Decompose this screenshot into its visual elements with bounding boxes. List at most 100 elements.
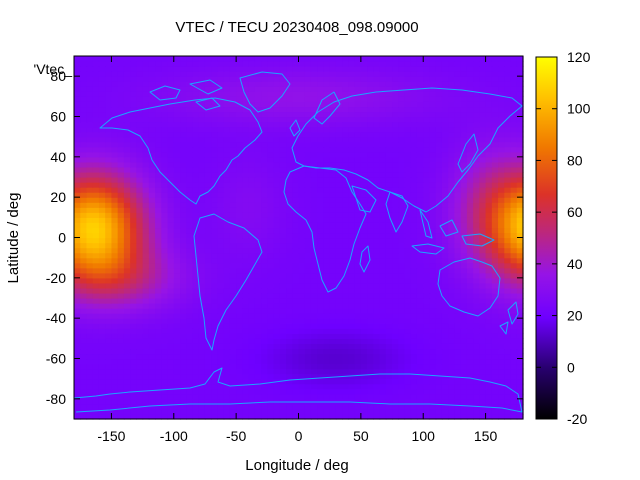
heatmap-cell xyxy=(398,182,406,188)
heatmap-cell xyxy=(498,177,505,183)
heatmap-cell xyxy=(217,308,225,314)
heatmap-cell xyxy=(229,76,237,82)
heatmap-cell xyxy=(130,408,137,415)
heatmap-cell xyxy=(398,277,406,284)
heatmap-cell xyxy=(130,171,137,178)
heatmap-cell xyxy=(273,126,281,133)
heatmap-cell xyxy=(167,187,175,193)
heatmap-cell xyxy=(254,242,262,249)
heatmap-cell xyxy=(186,363,194,370)
heatmap-cell xyxy=(404,131,412,138)
heatmap-cell xyxy=(398,333,406,339)
heatmap-cell xyxy=(429,151,437,158)
heatmap-cell xyxy=(392,156,399,163)
heatmap-cell xyxy=(261,111,268,118)
heatmap-cell xyxy=(204,378,212,385)
heatmap-cell xyxy=(479,292,487,299)
heatmap-cell xyxy=(373,171,381,178)
heatmap-cell xyxy=(335,318,343,324)
heatmap-cell xyxy=(92,348,100,355)
heatmap-cell xyxy=(404,257,412,264)
heatmap-cell xyxy=(435,292,443,299)
heatmap-cell xyxy=(310,388,318,395)
heatmap-cell xyxy=(254,121,262,128)
heatmap-cell xyxy=(273,368,281,375)
heatmap-cell xyxy=(479,408,487,415)
heatmap-cell xyxy=(298,101,306,108)
heatmap-cell xyxy=(180,217,187,223)
heatmap-cell xyxy=(74,303,81,309)
heatmap-cell xyxy=(123,197,131,203)
heatmap-cell xyxy=(416,81,424,87)
heatmap-cell xyxy=(242,333,250,339)
heatmap-cell xyxy=(348,151,356,158)
heatmap-cell xyxy=(80,81,88,87)
heatmap-cell xyxy=(473,408,480,415)
heatmap-cell xyxy=(242,388,250,395)
heatmap-cell xyxy=(404,287,412,294)
heatmap-cell xyxy=(180,313,187,319)
heatmap-cell xyxy=(267,126,275,133)
heatmap-cell xyxy=(504,348,512,355)
heatmap-cell xyxy=(460,318,468,324)
heatmap-cell xyxy=(441,166,449,173)
heatmap-cell xyxy=(117,318,125,324)
heatmap-cell xyxy=(473,177,480,183)
heatmap-cell xyxy=(198,232,206,239)
heatmap-cell xyxy=(186,257,194,264)
heatmap-cell xyxy=(186,398,194,405)
heatmap-cell xyxy=(310,368,318,375)
heatmap-cell xyxy=(180,282,187,289)
heatmap-cell xyxy=(348,217,356,223)
heatmap-cell xyxy=(398,368,406,375)
heatmap-cell xyxy=(379,318,387,324)
heatmap-cell xyxy=(198,328,206,334)
heatmap-cell xyxy=(211,413,219,420)
heatmap-cell xyxy=(254,262,262,269)
heatmap-cell xyxy=(186,303,194,309)
heatmap-cell xyxy=(173,272,181,279)
heatmap-cell xyxy=(180,222,187,229)
heatmap-cell xyxy=(367,96,374,102)
heatmap-cell xyxy=(473,267,480,274)
heatmap-cell xyxy=(105,408,113,415)
heatmap-cell xyxy=(454,156,462,163)
heatmap-cell xyxy=(460,413,468,420)
heatmap-cell xyxy=(130,96,137,102)
heatmap-cell xyxy=(80,171,88,178)
heatmap-cell xyxy=(86,111,94,118)
heatmap-cell xyxy=(117,116,125,123)
heatmap-cell xyxy=(217,282,225,289)
heatmap-cell xyxy=(335,333,343,339)
heatmap-cell xyxy=(242,141,250,148)
heatmap-cell xyxy=(435,96,443,102)
heatmap-cell xyxy=(423,247,431,254)
heatmap-cell xyxy=(279,403,287,410)
heatmap-cell xyxy=(130,318,137,324)
heatmap-cell xyxy=(292,212,300,218)
heatmap-cell xyxy=(385,287,393,294)
heatmap-cell xyxy=(342,368,349,375)
heatmap-cell xyxy=(248,66,256,72)
heatmap-cell xyxy=(429,182,437,188)
heatmap-cell xyxy=(254,358,262,365)
heatmap-cell xyxy=(317,116,325,123)
heatmap-cell xyxy=(211,81,219,87)
heatmap-cell xyxy=(466,308,474,314)
heatmap-cell xyxy=(435,171,443,178)
heatmap-cell xyxy=(292,333,300,339)
heatmap-cell xyxy=(148,378,156,385)
heatmap-cell xyxy=(323,156,331,163)
heatmap-cell xyxy=(404,161,412,168)
heatmap-cell xyxy=(398,106,406,113)
heatmap-cell xyxy=(198,81,206,87)
heatmap-cell xyxy=(379,373,387,380)
heatmap-cell xyxy=(173,323,181,329)
heatmap-cell xyxy=(485,267,493,274)
heatmap-cell xyxy=(423,277,431,284)
heatmap-cell xyxy=(373,232,381,239)
heatmap-cell xyxy=(192,393,200,400)
heatmap-cell xyxy=(248,151,256,158)
heatmap-cell xyxy=(404,156,412,163)
heatmap-cell xyxy=(504,96,512,102)
